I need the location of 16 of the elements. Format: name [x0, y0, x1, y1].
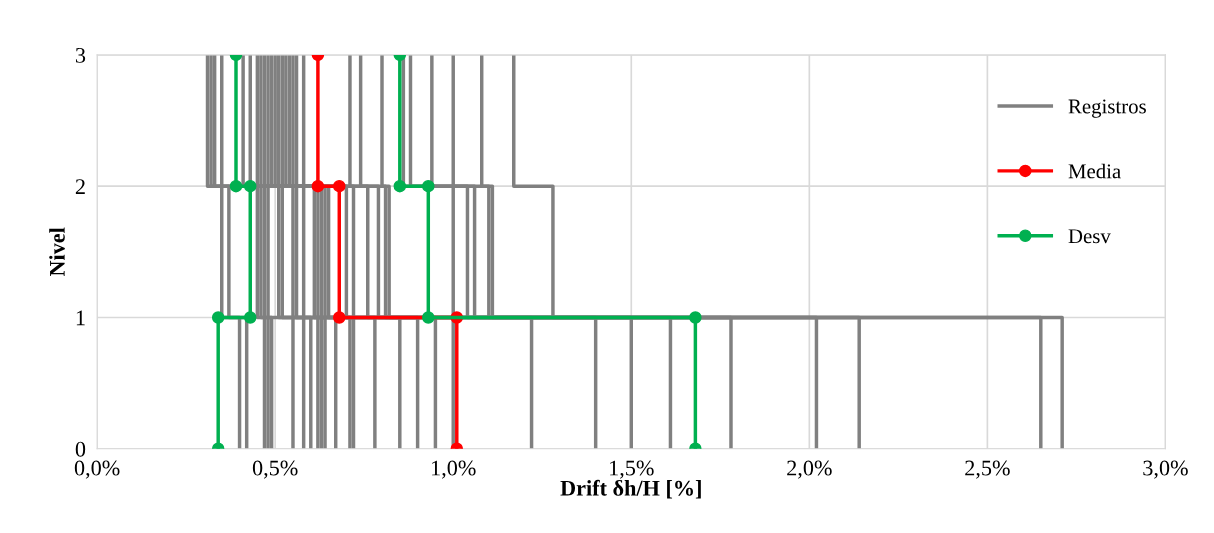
x-tick-label: 2,5% [965, 460, 1010, 479]
y-tick-label: 1 [76, 310, 85, 326]
legend-label: Registros [1068, 99, 1146, 118]
x-tick-label: 1,0% [432, 460, 476, 479]
y-tick-label: 2 [75, 179, 85, 194]
x-tick-label: 3,0% [1143, 460, 1188, 479]
y-axis-title: Nivel [49, 227, 65, 277]
legend-label: Media [1068, 163, 1121, 179]
y-tick-label: 0 [75, 441, 86, 457]
legend-label: Desv [1068, 229, 1111, 244]
x-tick-label: 2,0% [787, 460, 832, 479]
x-tick-label: 0,5% [252, 460, 298, 479]
x-axis-title: Drift δh/H [%] [560, 479, 701, 499]
x-tick-label: 1,5% [610, 460, 654, 479]
y-tick-label: 3 [75, 47, 86, 63]
x-tick-label: 0,0% [74, 460, 120, 479]
